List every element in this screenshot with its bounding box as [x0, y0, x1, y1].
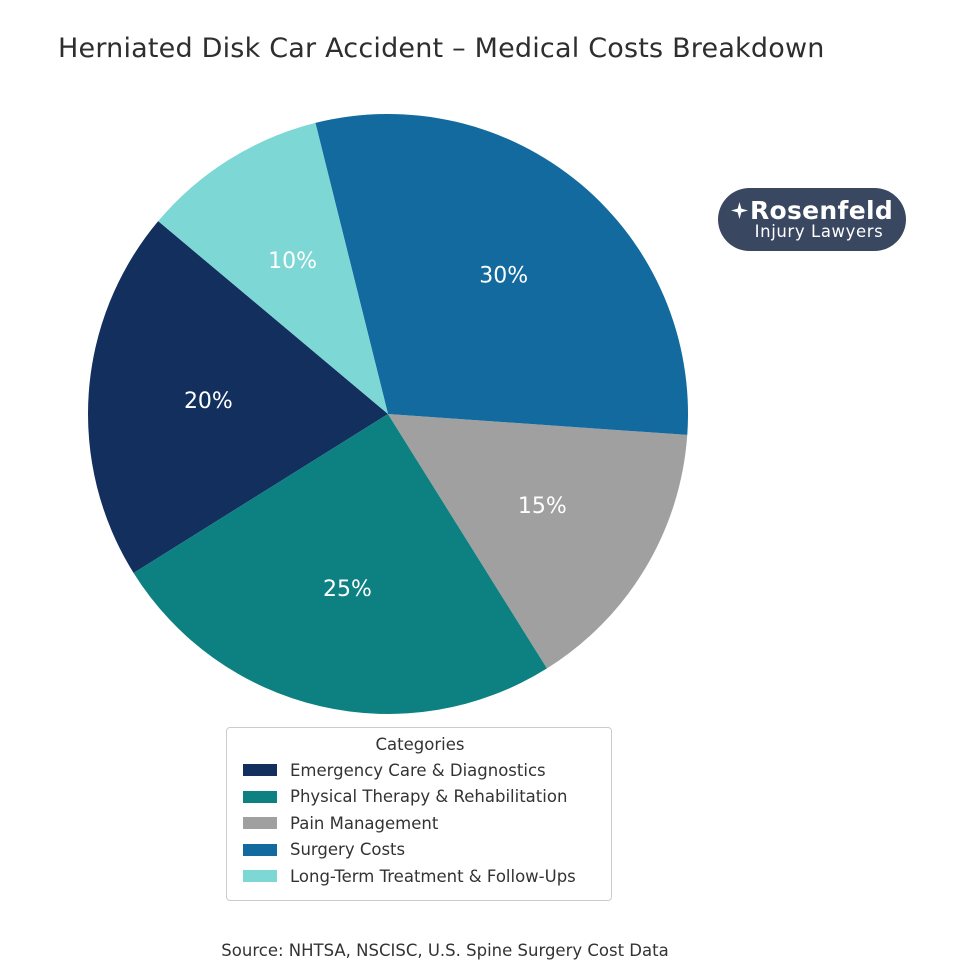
- pie-slice-physical-therapy-rehabilitation: [133, 414, 547, 714]
- pie-slice-emergency-care-diagnostics: [88, 221, 389, 573]
- legend-item-label: Pain Management: [290, 813, 439, 833]
- pie-slice-long-term-treatment-follow-ups: [158, 122, 388, 414]
- legend-swatch: [243, 764, 277, 777]
- legend-swatch: [243, 843, 277, 856]
- legend-item-label: Physical Therapy & Rehabilitation: [290, 787, 568, 807]
- legend-item-label: Long-Term Treatment & Follow-Ups: [290, 866, 576, 886]
- pie-slice-label-long-term-treatment-follow-ups: 10%: [268, 249, 317, 274]
- legend-item-physical-therapy-rehabilitation: Physical Therapy & Rehabilitation: [243, 784, 597, 811]
- legend-item-pain-management: Pain Management: [243, 810, 597, 837]
- pie-slice-label-physical-therapy-rehabilitation: 25%: [323, 577, 372, 602]
- logo-subtitle: Injury Lawyers: [754, 222, 884, 242]
- legend-item-surgery-costs: Surgery Costs: [243, 837, 597, 864]
- legend-title: Categories: [375, 735, 465, 754]
- legend-item-label: Surgery Costs: [290, 840, 406, 860]
- legend-swatch: [243, 790, 277, 803]
- legend-swatch: [243, 817, 277, 830]
- source-note: Source: NHTSA, NSCISC, U.S. Spine Surger…: [221, 941, 669, 960]
- pie-slice-label-surgery-costs: 30%: [479, 264, 528, 289]
- legend: Categories Emergency Care & Diagnostics P…: [226, 727, 612, 901]
- logo-name: Rosenfeld: [749, 196, 894, 226]
- legend-item-long-term-treatment-follow-ups: Long-Term Treatment & Follow-Ups: [243, 863, 597, 890]
- legend-swatch: [243, 870, 277, 883]
- legend-items: Emergency Care & Diagnostics Physical The…: [243, 757, 597, 890]
- legend-item-emergency-care-diagnostics: Emergency Care & Diagnostics: [243, 757, 597, 784]
- pie-slice-label-emergency-care-diagnostics: 20%: [184, 389, 233, 414]
- pie-slice-surgery-costs: [315, 113, 689, 435]
- logo-wordmark: Rosenfeld: [730, 196, 894, 226]
- chart-title: Herniated Disk Car Accident – Medical Co…: [58, 33, 825, 64]
- compass-star-icon: [730, 202, 748, 220]
- legend-item-label: Emergency Care & Diagnostics: [290, 760, 546, 780]
- pie-slice-label-pain-management: 15%: [518, 494, 567, 519]
- logo-badge: Rosenfeld Injury Lawyers: [718, 188, 906, 251]
- pie-slice-pain-management: [388, 414, 688, 669]
